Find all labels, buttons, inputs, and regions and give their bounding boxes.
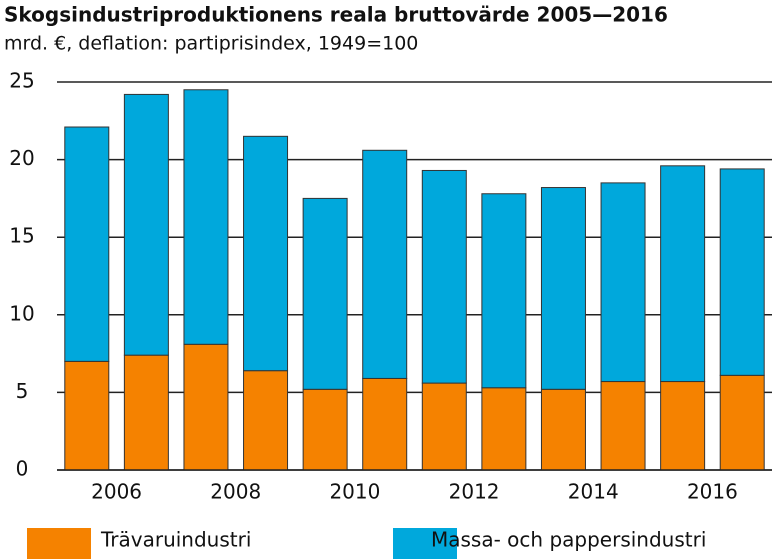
bar-segment bbox=[302, 388, 348, 471]
bar-segment bbox=[421, 382, 467, 471]
y-tick-label: 25 bbox=[9, 69, 34, 93]
bar-segment bbox=[540, 187, 586, 390]
bar-segment bbox=[362, 377, 408, 471]
bar-segment bbox=[719, 168, 765, 376]
bar-segment bbox=[600, 381, 646, 471]
x-tick-label: 2010 bbox=[329, 480, 380, 504]
bar-segment bbox=[481, 387, 527, 471]
bar-segment bbox=[64, 126, 110, 362]
bar-segment bbox=[362, 149, 408, 379]
bar-segment bbox=[123, 93, 169, 356]
x-tick-label: 2016 bbox=[687, 480, 738, 504]
y-tick-label: 10 bbox=[9, 301, 34, 325]
bar-segment bbox=[660, 381, 706, 471]
y-tick-label: 20 bbox=[9, 146, 34, 170]
x-tick-label: 2008 bbox=[210, 480, 261, 504]
bar-segment bbox=[421, 169, 467, 384]
y-tick-label: 5 bbox=[16, 379, 29, 403]
bar-segment bbox=[243, 135, 289, 372]
chart-title: Skogsindustriproduktionens reala bruttov… bbox=[4, 3, 668, 27]
bar-segment bbox=[183, 343, 229, 471]
bar-segment bbox=[183, 89, 229, 345]
bar-segment bbox=[243, 370, 289, 471]
x-tick-label: 2006 bbox=[91, 480, 142, 504]
legend-swatch bbox=[27, 528, 91, 559]
y-tick-label: 15 bbox=[9, 224, 34, 248]
chart-subtitle: mrd. €, deflation: partiprisindex, 1949=… bbox=[4, 33, 418, 55]
bar-segment bbox=[719, 374, 765, 471]
y-tick-label: 0 bbox=[16, 457, 29, 481]
bar-segment bbox=[660, 165, 706, 383]
bar-segment bbox=[123, 354, 169, 471]
bar-segment bbox=[302, 197, 348, 390]
legend-label: Massa- och pappersindustri bbox=[431, 528, 706, 552]
legend-swatch bbox=[393, 528, 457, 559]
bar-segment bbox=[64, 360, 110, 471]
bar-segment bbox=[481, 193, 527, 389]
bar-segment bbox=[540, 388, 586, 471]
x-tick-label: 2012 bbox=[449, 480, 500, 504]
bar-segment bbox=[600, 182, 646, 383]
legend-label: Trävaruindustri bbox=[100, 528, 251, 552]
x-tick-label: 2014 bbox=[568, 480, 619, 504]
